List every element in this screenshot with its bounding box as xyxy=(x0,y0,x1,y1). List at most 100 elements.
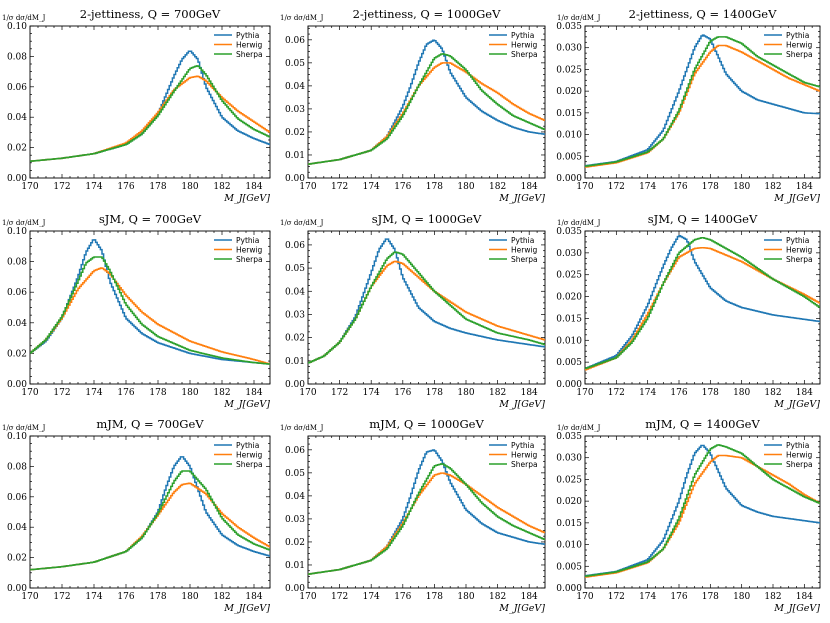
y-tick-label: 0.010 xyxy=(556,541,582,551)
y-axis-label: 1/σ dσ/dM_J xyxy=(280,424,324,432)
chart-title: sJM, Q = 700GeV xyxy=(99,212,202,226)
x-tick-label: 170 xyxy=(299,388,316,398)
x-tick-label: 180 xyxy=(181,592,198,602)
y-tick-label: 0.08 xyxy=(7,462,27,472)
x-tick-label: 174 xyxy=(85,182,102,192)
axes-frame xyxy=(307,230,546,385)
x-tick-label: 176 xyxy=(394,592,411,602)
series-group xyxy=(585,235,820,371)
chart-panel-8: 170 172 174 176 178 180 182 184 0.00 0.01 0.02 0.03… xyxy=(280,417,546,614)
y-axis-label: 1/σ dσ/dM_J xyxy=(2,14,46,22)
chart-title: 2-jettiness, Q = 1400GeV xyxy=(629,7,777,21)
x-tick-label: 182 xyxy=(764,182,781,192)
series-line-sherpa xyxy=(30,65,270,162)
x-tick-label: 178 xyxy=(426,182,443,192)
x-tick-label: 184 xyxy=(796,182,813,192)
x-tick-label: 170 xyxy=(21,388,38,398)
y-tick-label: 0.035 xyxy=(556,22,582,32)
y-tick-label: 0.10 xyxy=(7,227,27,237)
y-tick-label: 0.10 xyxy=(7,432,27,442)
x-tick-label: 182 xyxy=(213,182,230,192)
x-tick-label: 184 xyxy=(245,182,262,192)
x-axis-label: M_J[GeV] xyxy=(223,399,270,410)
legend-label-herwig: Herwig xyxy=(786,450,813,459)
x-tick-label: 176 xyxy=(117,182,134,192)
series-line-sherpa xyxy=(30,256,270,365)
legend-label-sherpa: Sherpa xyxy=(786,50,813,59)
x-tick-label: 184 xyxy=(796,388,813,398)
x-tick-label: 174 xyxy=(639,592,656,602)
y-tick-label: 0.035 xyxy=(556,227,582,237)
y-tick-label: 0.000 xyxy=(556,380,582,390)
y-tick-label: 0.06 xyxy=(285,241,305,251)
y-axis-label: 1/σ dσ/dM_J xyxy=(280,219,324,227)
legend-label-sherpa: Sherpa xyxy=(236,50,263,59)
chart-panel-1: 170 172 174 176 178 180 182 184 0.00 0.02 0.04 0.06… xyxy=(2,7,271,204)
y-axis-label: 1/σ dσ/dM_J xyxy=(557,14,601,22)
axes-frame xyxy=(584,25,821,179)
x-tick-label: 182 xyxy=(764,592,781,602)
axes-frame xyxy=(584,230,821,385)
x-tick-label: 174 xyxy=(363,592,380,602)
y-tick-label: 0.005 xyxy=(556,358,582,368)
x-axis-label: M_J[GeV] xyxy=(773,399,820,410)
y-tick-label: 0.03 xyxy=(285,310,305,320)
y-axis-label: 1/σ dσ/dM_J xyxy=(2,219,46,227)
series-group xyxy=(585,34,820,168)
x-axis-label: M_J[GeV] xyxy=(498,193,545,204)
y-tick-label: 0.06 xyxy=(7,493,27,503)
series-line-pythia xyxy=(308,238,545,364)
x-tick-label: 184 xyxy=(796,592,813,602)
y-tick-label: 0.00 xyxy=(7,380,27,390)
y-tick-label: 0.08 xyxy=(7,52,27,62)
y-tick-label: 0.02 xyxy=(285,334,305,344)
x-tick-label: 180 xyxy=(457,592,474,602)
x-tick-label: 180 xyxy=(457,182,474,192)
legend-label-sherpa: Sherpa xyxy=(236,255,263,264)
legend-label-pythia: Pythia xyxy=(236,441,259,450)
x-tick-label: 172 xyxy=(608,182,625,192)
x-tick-label: 170 xyxy=(576,182,593,192)
y-axis-label: 1/σ dσ/dM_J xyxy=(2,424,46,432)
y-tick-label: 0.10 xyxy=(7,22,27,32)
x-tick-label: 172 xyxy=(331,388,348,398)
y-tick-label: 0.02 xyxy=(7,554,27,564)
y-tick-label: 0.04 xyxy=(7,113,27,123)
x-tick-label: 178 xyxy=(149,182,166,192)
x-tick-label: 184 xyxy=(245,388,262,398)
series-line-sherpa xyxy=(308,53,545,165)
chart-panel-6: 170 172 174 176 178 180 182 184 0.000 0.005 0.010 0… xyxy=(556,212,821,410)
y-tick-label: 0.00 xyxy=(7,584,27,594)
x-tick-label: 184 xyxy=(521,182,538,192)
y-axis-label: 1/σ dσ/dM_J xyxy=(557,424,601,432)
y-axis-label: 1/σ dσ/dM_J xyxy=(557,219,601,227)
y-tick-label: 0.04 xyxy=(285,287,305,297)
x-tick-label: 178 xyxy=(702,592,719,602)
legend-label-pythia: Pythia xyxy=(511,31,534,40)
x-tick-label: 176 xyxy=(670,592,687,602)
legend-label-herwig: Herwig xyxy=(236,245,263,254)
legend-label-pythia: Pythia xyxy=(236,31,259,40)
legend-label-pythia: Pythia xyxy=(511,441,534,450)
y-tick-label: 0.010 xyxy=(556,131,582,141)
series-group xyxy=(585,444,820,578)
y-tick-label: 0.01 xyxy=(285,357,305,367)
chart-panel-5: 170 172 174 176 178 180 182 184 0.00 0.01 0.02 0.03… xyxy=(280,212,546,410)
legend-label-herwig: Herwig xyxy=(511,40,538,49)
series-group xyxy=(30,239,270,365)
series-line-herwig xyxy=(30,267,270,365)
y-tick-label: 0.010 xyxy=(556,336,582,346)
series-group xyxy=(30,456,270,571)
chart-title: sJM, Q = 1000GeV xyxy=(372,212,482,226)
y-tick-label: 0.02 xyxy=(285,128,305,138)
y-tick-label: 0.02 xyxy=(7,144,27,154)
y-tick-label: 0.030 xyxy=(556,249,582,259)
x-tick-label: 182 xyxy=(764,388,781,398)
chart-panel-3: 170 172 174 176 178 180 182 184 0.000 0.005 0.010 0… xyxy=(556,7,821,204)
y-axis-label: 1/σ dσ/dM_J xyxy=(280,14,324,22)
